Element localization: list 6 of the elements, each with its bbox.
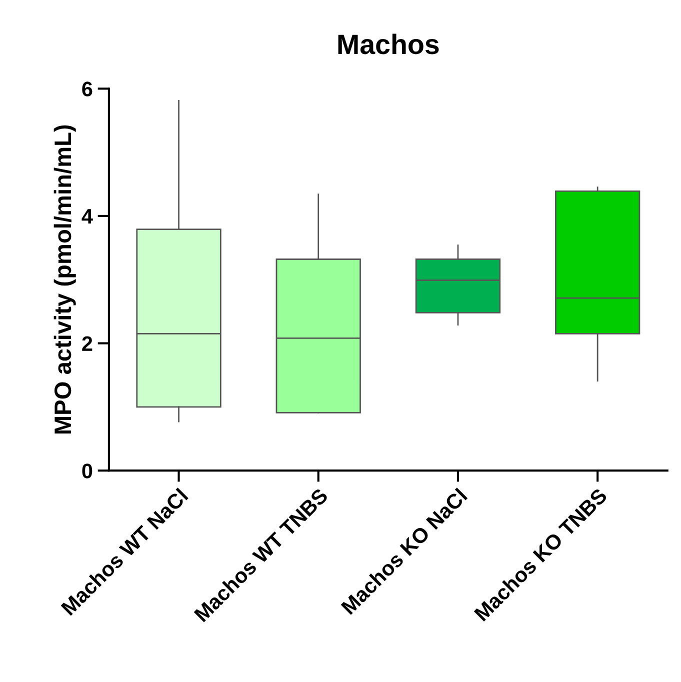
chart-title: Machos bbox=[338, 34, 439, 54]
y-axis-title: MPO activity (pmol/min/mL) bbox=[54, 125, 76, 434]
y-tick-label: 0 bbox=[82, 464, 92, 478]
y-tick-label: 4 bbox=[82, 209, 93, 224]
y-tick-label: 6 bbox=[82, 82, 92, 96]
y-tick-label: 2 bbox=[82, 336, 92, 351]
